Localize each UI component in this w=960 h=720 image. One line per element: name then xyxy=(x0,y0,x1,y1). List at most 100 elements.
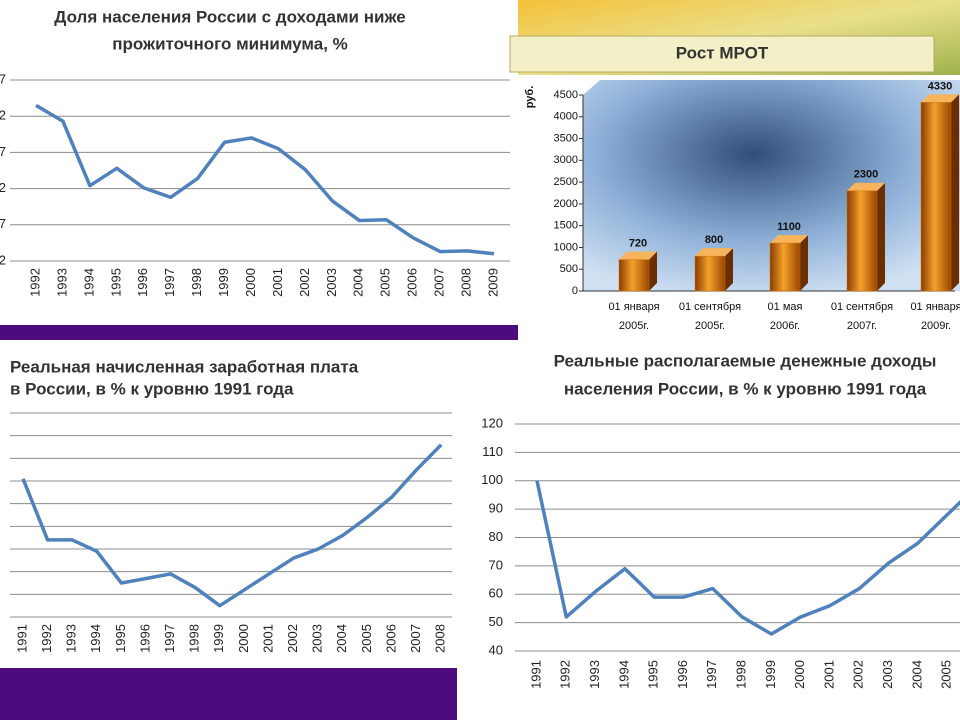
x-tick-label: 1993 xyxy=(64,624,79,653)
y-tick-label: 0 xyxy=(572,285,578,297)
y-tick-label: 500 xyxy=(560,263,578,275)
data-label: 2300 xyxy=(854,169,878,181)
y-tick-label: 70 xyxy=(489,557,503,572)
x-tick-label: 1998 xyxy=(189,268,204,297)
x-tick-label: 2003 xyxy=(324,268,339,297)
x-tick-label: 2000 xyxy=(236,624,251,653)
data-label: 4330 xyxy=(928,80,952,92)
y-tick-label: 110 xyxy=(482,444,503,459)
x-tick-label: 2008 xyxy=(458,268,473,297)
chart-title: Доля населения России с доходами ниже xyxy=(54,7,405,26)
x-tick-label: 2003 xyxy=(310,624,325,653)
x-tick-label: 1993 xyxy=(54,268,69,297)
bar-side xyxy=(725,248,733,291)
data-label: 1100 xyxy=(777,221,801,233)
data-line xyxy=(535,480,960,636)
bar xyxy=(846,190,878,292)
x-tick-label: 2004 xyxy=(334,624,349,653)
x-tick-label: 1997 xyxy=(704,660,719,689)
chart-title: Реальная начисленная заработная плата xyxy=(10,357,359,376)
bar-top xyxy=(695,248,733,257)
chart-title: Рост МРОТ xyxy=(676,43,769,62)
y-tick-label: 90 xyxy=(489,501,503,516)
bar xyxy=(769,242,801,292)
x-tick-label: 1999 xyxy=(763,660,778,689)
y-tick-label: 12 xyxy=(0,252,6,267)
x-tick-label: 1998 xyxy=(187,624,202,653)
x-tick-label: 1997 xyxy=(162,268,177,297)
x-tick-label: 1991 xyxy=(14,624,29,653)
x-tick-label: 1992 xyxy=(39,624,54,653)
chart-title: Реальные располагаемые денежные доходы xyxy=(554,351,937,370)
x-tick-label: 1996 xyxy=(137,624,152,653)
bar-side xyxy=(800,235,808,291)
x-tick-label: 01 сентября xyxy=(679,301,741,313)
x-tick-label: 2005г. xyxy=(695,320,725,332)
x-tick-label: 2005г. xyxy=(619,320,649,332)
x-tick-label: 2006г. xyxy=(770,320,800,332)
x-tick-label: 2000 xyxy=(243,268,258,297)
x-tick-label: 2001 xyxy=(260,624,275,653)
y-tick-label: 2000 xyxy=(554,198,578,210)
x-tick-label: 2004 xyxy=(351,268,366,297)
purple-band xyxy=(0,668,457,720)
x-tick-label: 1995 xyxy=(646,660,661,689)
x-tick-label: 2002 xyxy=(297,268,312,297)
x-tick-label: 1992 xyxy=(27,268,42,297)
data-line xyxy=(21,443,443,608)
x-tick-label: 2000 xyxy=(792,660,807,689)
x-tick-label: 1996 xyxy=(675,660,690,689)
x-tick-label: 2003 xyxy=(880,660,895,689)
y-tick-label: 3500 xyxy=(554,132,578,144)
bar-side xyxy=(877,182,885,291)
y-axis-label: руб. xyxy=(524,86,536,109)
y-tick-label: 120 xyxy=(481,415,503,430)
y-tick-label: 1500 xyxy=(554,220,578,232)
bar-side xyxy=(649,251,657,291)
y-tick-label: 22 xyxy=(0,180,6,195)
x-tick-label: 2006 xyxy=(383,624,398,653)
x-tick-label: 2006 xyxy=(405,268,420,297)
y-tick-label: 32 xyxy=(0,108,6,123)
purple-band xyxy=(0,325,518,340)
y-tick-label: 80 xyxy=(489,529,503,544)
x-tick-label: 1995 xyxy=(113,624,128,653)
bar-top xyxy=(619,251,657,260)
x-tick-label: 2002 xyxy=(285,624,300,653)
x-tick-label: 2007 xyxy=(432,268,447,297)
x-tick-label: 1995 xyxy=(108,268,123,297)
x-tick-label: 2001 xyxy=(821,660,836,689)
y-tick-label: 1000 xyxy=(554,241,578,253)
x-tick-label: 1994 xyxy=(81,268,96,297)
y-tick-label: 37 xyxy=(0,71,6,86)
x-tick-label: 1993 xyxy=(587,660,602,689)
bar-side xyxy=(951,94,959,291)
y-tick-label: 40 xyxy=(489,642,503,657)
bar-top xyxy=(921,94,959,103)
x-tick-label: 2005 xyxy=(939,660,954,689)
x-tick-label: 2005 xyxy=(359,624,374,653)
y-tick-label: 50 xyxy=(489,614,503,629)
x-tick-label: 2004 xyxy=(909,660,924,689)
x-tick-label: 2009 xyxy=(485,268,500,297)
bar xyxy=(618,259,650,292)
x-tick-label: 1999 xyxy=(216,268,231,297)
chart-title: населения России, в % к уровню 1991 года xyxy=(564,379,927,398)
y-tick-label: 2500 xyxy=(554,176,578,188)
x-tick-label: 2009г. xyxy=(921,320,951,332)
x-tick-label: 1998 xyxy=(734,660,749,689)
x-tick-label: 1999 xyxy=(211,624,226,653)
x-tick-label: 01 января xyxy=(608,301,659,313)
chart-title: прожиточного минимума, % xyxy=(112,34,348,53)
x-tick-label: 2001 xyxy=(270,268,285,297)
y-tick-label: 100 xyxy=(481,472,503,487)
bar-top xyxy=(770,235,808,244)
x-tick-label: 2008 xyxy=(433,624,448,653)
x-tick-label: 2007г. xyxy=(847,320,877,332)
bar xyxy=(694,255,726,292)
x-tick-label: 1996 xyxy=(135,268,150,297)
x-tick-label: 01 января xyxy=(910,301,960,313)
x-tick-label: 2007 xyxy=(408,624,423,653)
